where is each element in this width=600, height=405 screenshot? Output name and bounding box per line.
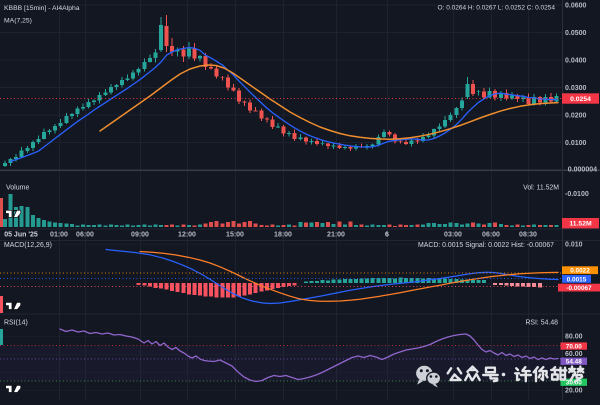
svg-text:0.0400: 0.0400 [565,58,587,65]
svg-text:0.0300: 0.0300 [565,85,587,92]
svg-text:05 Jun '25: 05 Jun '25 [4,232,38,239]
svg-text:-0.0100: -0.0100 [565,191,589,198]
svg-text:MACD: 0.0015 Signal: 0.0022 Hi: MACD: 0.0015 Signal: 0.0022 Hist: -0.000… [418,242,554,249]
svg-text:06:00: 06:00 [482,232,500,239]
svg-text:-0.00067: -0.00067 [566,285,592,292]
svg-text:08:30: 08:30 [519,232,537,239]
svg-text:MACD(12,26,9): MACD(12,26,9) [4,242,52,249]
svg-text:6: 6 [385,232,389,239]
svg-text:0.0022: 0.0022 [570,268,590,275]
svg-text:18:00: 18:00 [274,232,292,239]
svg-text:MA(7,25): MA(7,25) [4,18,32,25]
svg-text:20.00: 20.00 [565,388,583,395]
svg-text:RSI: 54.48: RSI: 54.48 [525,320,558,327]
svg-text:01:00: 01:00 [50,232,68,239]
svg-text:0.0600: 0.0600 [565,3,587,10]
svg-text:12:00: 12:00 [178,232,196,239]
svg-text:0.0200: 0.0200 [565,113,587,120]
svg-text:Volume: Volume [6,185,29,192]
svg-text:60.00: 60.00 [565,351,583,358]
svg-text:21:00: 21:00 [327,232,345,239]
svg-text:70.00: 70.00 [566,343,582,350]
svg-text:11.52M: 11.52M [569,221,592,228]
svg-text:54.48: 54.48 [566,359,582,366]
svg-text:0.000004: 0.000004 [568,167,597,174]
svg-text:0.0500: 0.0500 [565,30,587,37]
svg-text:RSI(14): RSI(14) [4,320,28,327]
svg-text:KBBB [15min] - AI4Alpha: KBBB [15min] - AI4Alpha [4,5,80,12]
svg-text:0.0100: 0.0100 [565,140,587,147]
svg-text:09:00: 09:00 [131,232,149,239]
svg-text:0.010: 0.010 [565,242,583,249]
svg-text:0.0254: 0.0254 [570,96,591,103]
svg-text:80.00: 80.00 [565,334,583,341]
svg-text:O: 0.0264 H: 0.0267 L: 0.0252: O: 0.0264 H: 0.0267 L: 0.0252 C: 0.0254 [438,5,556,12]
svg-text:03:00: 03:00 [444,232,462,239]
svg-text:06:00: 06:00 [76,232,94,239]
svg-text:Vol: 11.52M: Vol: 11.52M [523,185,559,192]
svg-text:30.00: 30.00 [566,380,582,387]
svg-text:15:00: 15:00 [226,232,244,239]
svg-text:0.0015: 0.0015 [567,276,587,283]
